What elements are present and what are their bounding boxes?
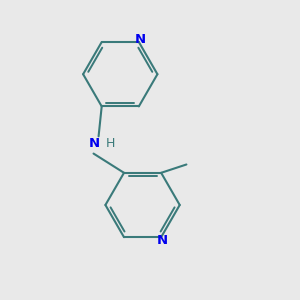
Text: N: N (88, 137, 99, 150)
Text: N: N (135, 33, 146, 46)
Text: N: N (157, 234, 168, 247)
Text: H: H (106, 137, 115, 150)
